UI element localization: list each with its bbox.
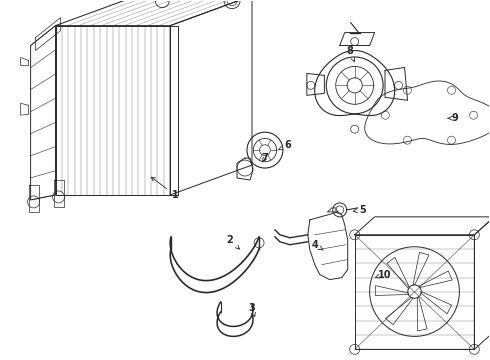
- Text: 10: 10: [375, 270, 392, 280]
- Text: 4: 4: [312, 240, 323, 250]
- Text: 8: 8: [346, 45, 355, 62]
- Text: 6: 6: [279, 140, 291, 150]
- Text: 2: 2: [227, 235, 240, 249]
- Text: 9: 9: [448, 113, 458, 123]
- Text: 1: 1: [151, 177, 178, 200]
- Text: 3: 3: [248, 302, 255, 316]
- Text: 7: 7: [262, 153, 269, 163]
- Text: 5: 5: [353, 205, 366, 215]
